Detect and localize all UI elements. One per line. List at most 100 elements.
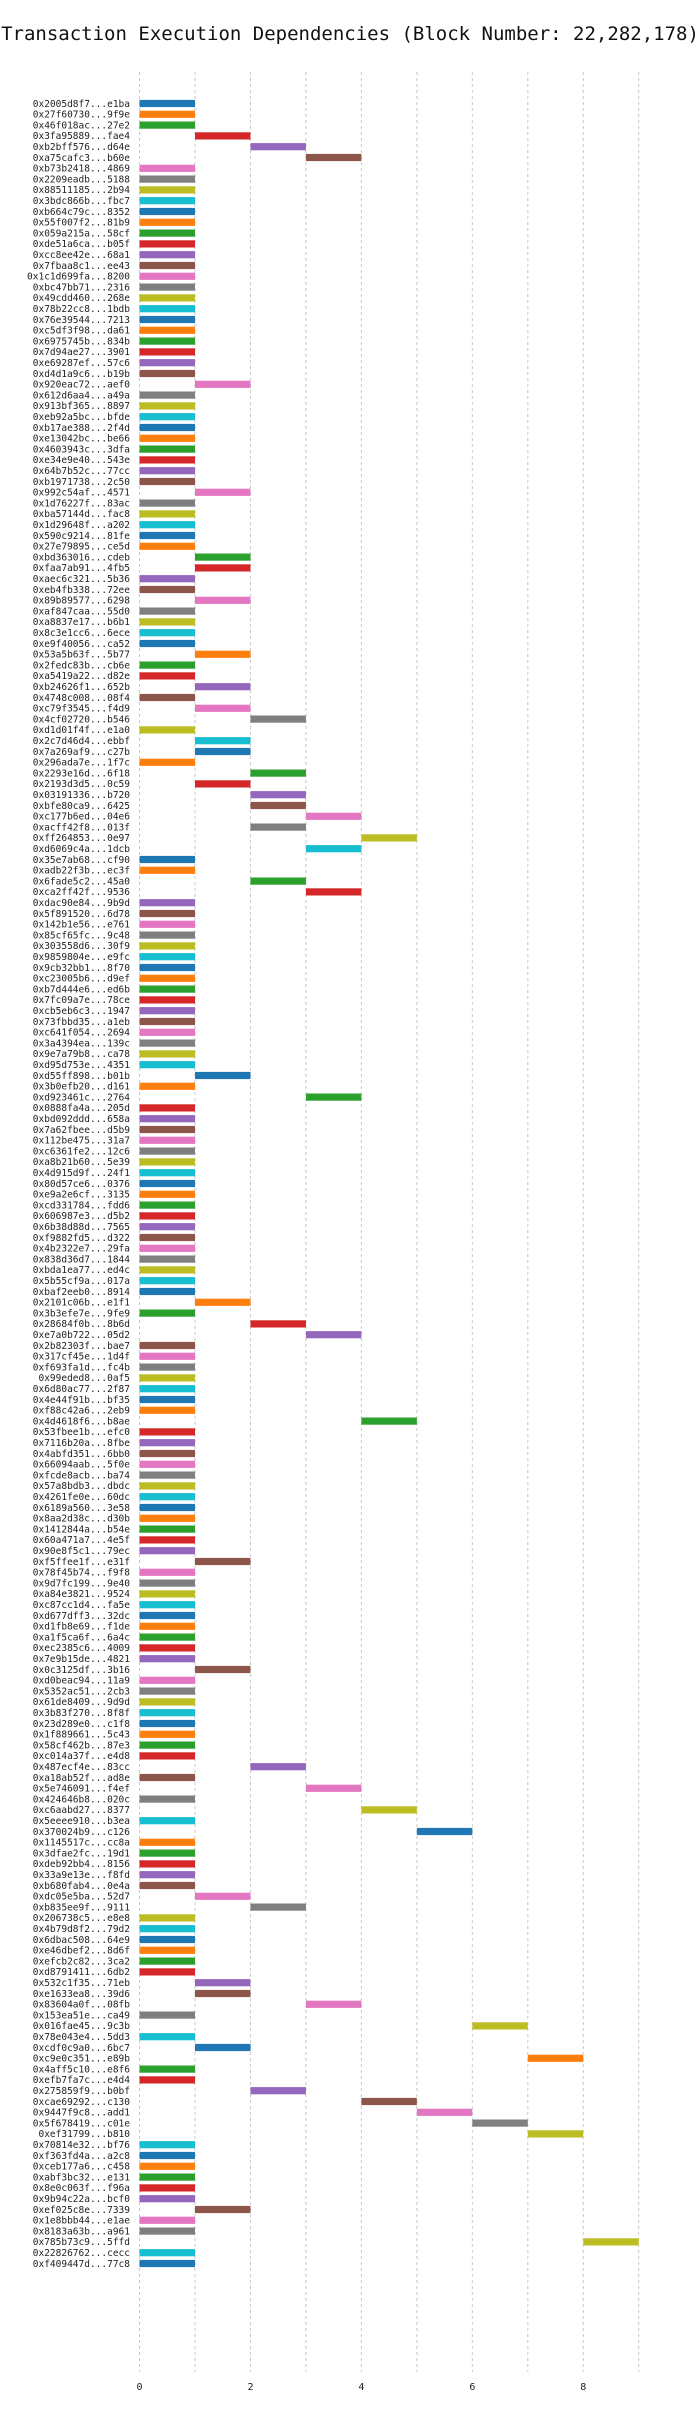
transaction-bar: [139, 1601, 196, 1609]
transaction-label: 0x27f60730...9f9e: [33, 110, 131, 121]
transaction-label: 0x46f018ac...27e2: [33, 120, 130, 131]
transaction-label: 0xb835ee9f...9111: [33, 1902, 131, 1913]
transaction-bar: [195, 596, 251, 604]
transaction-bar: [139, 1352, 196, 1360]
transaction-label: 0xf363fd4a...a2c8: [33, 2151, 131, 2162]
transaction-label: 0x370024b9...c126: [33, 1827, 131, 1838]
transaction-label: 0x4b79d8f2...79d2: [33, 1924, 130, 1935]
transaction-label: 0x6189a560...3e58: [33, 1503, 131, 1514]
transaction-bar: [305, 888, 362, 896]
transaction-bar: [139, 1881, 196, 1890]
transaction-bar: [139, 326, 196, 334]
transaction-bar: [195, 1892, 251, 1900]
transaction-bar: [195, 683, 251, 691]
transaction-bar: [250, 877, 306, 885]
transaction-bar: [139, 1503, 196, 1512]
transaction-label: 0xd55ff898...b01b: [33, 1071, 131, 1082]
transaction-label: 0x66094aab...5f0e: [33, 1460, 131, 1471]
transaction-label: 0x1d76227f...83ac: [33, 498, 130, 509]
transaction-bar: [139, 1709, 196, 1717]
x-tick-label: 0: [137, 2382, 143, 2393]
transaction-label: 0x4aff5c10...e8f6: [33, 2064, 131, 2075]
transaction-label: 0xcae69292...c130: [33, 2097, 131, 2108]
transaction-bar: [139, 996, 196, 1004]
transaction-label: 0xc014a37f...e4d8: [33, 1751, 131, 1762]
transaction-label: 0x4603943c...3dfa: [33, 444, 130, 455]
transaction-bar: [139, 1233, 196, 1242]
transaction-label: 0xef31799...b810: [38, 2129, 130, 2140]
transaction-bar: [472, 2119, 528, 2127]
transaction-label: 0x2293e16d...6f18: [33, 768, 131, 779]
transaction-label: 0x4abfd351...6bb0: [33, 1449, 131, 1460]
transaction-bar: [139, 272, 196, 280]
transaction-label: 0xc5df3f98...da61: [33, 326, 131, 337]
transaction-bar: [139, 1525, 196, 1533]
transaction-bar: [139, 1925, 196, 1933]
transaction-label: 0xa1f5ca6f...6a4c: [33, 1632, 130, 1643]
transaction-bar: [139, 2065, 196, 2073]
transaction-bar: [139, 456, 196, 464]
transaction-label: 0xe69287ef...57c6: [33, 358, 131, 369]
transaction-label: 0x7fbaa8c1...ee43: [33, 261, 130, 272]
transaction-bar: [361, 1806, 417, 1814]
transaction-label: 0xcdf0c9a0...6bc7: [33, 2043, 130, 2054]
transaction-bar: [305, 845, 362, 853]
transaction-label: 0x112be475...31a7: [33, 1136, 130, 1147]
transaction-bar: [472, 2022, 528, 2030]
transaction-label: 0xba57144d...fac8: [33, 509, 131, 520]
transaction-bar: [139, 499, 196, 507]
transaction-bar: [139, 1428, 196, 1436]
transaction-bar: [139, 2076, 196, 2084]
transaction-label: 0x016fae45...9c3b: [33, 2021, 131, 2032]
transaction-bar: [250, 715, 306, 723]
transaction-label: 0x5eeee910...b3ea: [33, 1816, 130, 1827]
transaction-label: 0x5b55cf9a...017a: [33, 1276, 130, 1287]
transaction-label: 0x55f007f2...81b9: [33, 218, 131, 229]
transaction-bar: [139, 1482, 196, 1490]
transaction-label: 0x6b38d88d...7565: [33, 1222, 130, 1233]
transaction-bar: [139, 985, 196, 993]
transaction-bar: [139, 2151, 196, 2160]
transaction-label: 0xf5ffee1f...e31f: [33, 1557, 130, 1568]
transaction-label: 0x8183a63b...a961: [33, 2226, 131, 2237]
transaction-bar: [139, 1223, 196, 1231]
transaction-bar: [139, 348, 196, 356]
transaction-bar: [139, 920, 196, 928]
transaction-bar: [139, 1385, 196, 1393]
transaction-label: 0x78e043e4...5dd3: [33, 2032, 130, 2043]
transaction-bar: [139, 1439, 196, 1447]
transaction-bar: [139, 1277, 196, 1285]
transaction-bar: [250, 791, 306, 799]
transaction-bar: [139, 1061, 196, 1069]
transaction-bar: [139, 413, 196, 421]
x-tick-label: 4: [358, 2382, 364, 2393]
transaction-bar: [139, 423, 196, 432]
transaction-label: 0x612d6aa4...a49a: [33, 390, 130, 401]
transaction-bar: [139, 931, 196, 939]
transaction-bar: [139, 2033, 196, 2041]
transaction-bar: [195, 737, 251, 745]
transaction-label: 0xaec6c321...5b36: [33, 574, 131, 585]
transaction-bar: [195, 747, 251, 756]
transaction-label: 0xd1fb8e69...f1de: [33, 1622, 131, 1633]
transaction-label: 0xe7a0b722...05d2: [33, 1330, 130, 1341]
transaction-label: 0x88511185...2b94: [33, 185, 131, 196]
transaction-label: 0xf409447d...77c8: [33, 2259, 131, 2270]
transaction-bar: [139, 1039, 196, 1047]
transaction-label: 0x8aa2d38c...d30b: [33, 1514, 131, 1525]
transaction-label: 0x5f891520...6d78: [33, 909, 131, 920]
transaction-bar: [195, 1989, 251, 1998]
transaction-bar: [416, 2108, 473, 2116]
transaction-bar: [139, 1363, 196, 1371]
transaction-bar: [139, 618, 196, 626]
transaction-label: 0x7116b20a...8fbe: [33, 1438, 131, 1449]
transaction-bar: [139, 1849, 196, 1857]
transaction-bar: [139, 1655, 196, 1663]
transaction-bar: [195, 1979, 251, 1987]
transaction-label: 0x27e79895...ce5d: [33, 542, 130, 553]
transaction-label: 0xc177b6ed...04e6: [33, 812, 131, 823]
transaction-label: 0xdeb92bb4...8156: [33, 1859, 131, 1870]
transaction-label: 0xb1971738...2c50: [33, 477, 131, 488]
transaction-bar: [139, 197, 196, 205]
transaction-label: 0xbc47bb71...2316: [33, 282, 131, 293]
